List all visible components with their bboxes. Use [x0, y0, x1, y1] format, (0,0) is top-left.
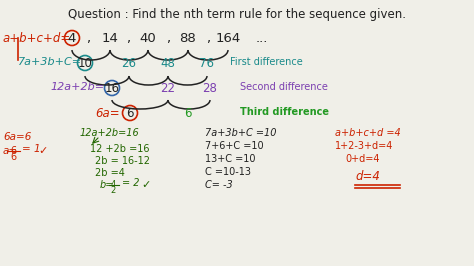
Text: 28: 28	[202, 82, 218, 95]
Text: 2b =4: 2b =4	[95, 168, 125, 178]
Text: ...: ...	[256, 32, 268, 45]
Text: 7a+3b+C=: 7a+3b+C=	[18, 57, 82, 67]
Text: 6: 6	[184, 107, 192, 120]
Text: First difference: First difference	[230, 57, 303, 67]
Text: 164: 164	[215, 32, 241, 45]
Text: 76: 76	[200, 57, 215, 70]
Text: a=: a=	[3, 146, 18, 156]
Text: = 2: = 2	[122, 178, 139, 188]
Text: ,: ,	[126, 32, 130, 45]
Text: 13+C =10: 13+C =10	[205, 154, 255, 164]
Text: ,: ,	[206, 32, 210, 45]
Text: 6: 6	[126, 107, 134, 120]
Text: 4: 4	[68, 32, 76, 45]
Text: d=4: d=4	[355, 170, 380, 183]
Text: 2: 2	[110, 186, 116, 195]
Text: 4: 4	[110, 180, 116, 189]
Text: 6: 6	[10, 152, 16, 162]
Text: a+b+c+d=: a+b+c+d=	[3, 32, 71, 45]
Text: Question : Find the nth term rule for the sequence given.: Question : Find the nth term rule for th…	[68, 8, 406, 21]
Text: 12a+2b=: 12a+2b=	[50, 82, 104, 92]
Text: ✓: ✓	[141, 180, 150, 190]
Text: 12 +2b =16: 12 +2b =16	[90, 144, 149, 154]
Text: 6: 6	[10, 146, 16, 156]
Text: 88: 88	[180, 32, 196, 45]
Text: 0+d=4: 0+d=4	[345, 154, 380, 164]
Text: 7a+3b+C =10: 7a+3b+C =10	[205, 128, 276, 138]
Text: 6a=6: 6a=6	[3, 132, 31, 142]
Text: = 1: = 1	[22, 144, 41, 154]
Text: 22: 22	[161, 82, 175, 95]
Text: 48: 48	[161, 57, 175, 70]
Text: Second difference: Second difference	[240, 82, 328, 92]
Text: ,: ,	[86, 32, 90, 45]
Text: 26: 26	[121, 57, 137, 70]
Text: ,: ,	[166, 32, 170, 45]
Text: C= -3: C= -3	[205, 180, 233, 190]
Text: 16: 16	[104, 82, 119, 95]
Text: ✓: ✓	[38, 146, 47, 156]
Text: 40: 40	[140, 32, 156, 45]
Text: 2b = 16-12: 2b = 16-12	[95, 156, 150, 166]
Text: a+b+c+d =4: a+b+c+d =4	[335, 128, 401, 138]
Text: b=: b=	[100, 180, 114, 190]
Text: 1+2-3+d=4: 1+2-3+d=4	[335, 141, 393, 151]
Text: 12a+2b=16: 12a+2b=16	[80, 128, 140, 138]
Text: Third difference: Third difference	[240, 107, 329, 117]
Text: 7+6+C =10: 7+6+C =10	[205, 141, 264, 151]
Text: 6a=: 6a=	[95, 107, 119, 120]
Text: 10: 10	[78, 57, 92, 70]
Text: 14: 14	[101, 32, 118, 45]
Text: C =10-13: C =10-13	[205, 167, 251, 177]
